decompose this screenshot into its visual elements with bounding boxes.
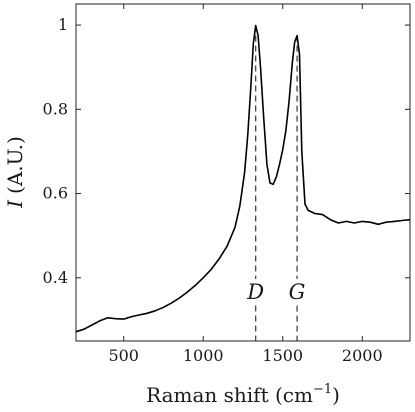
- spectrum-line: [75, 24, 411, 333]
- plot-frame: [75, 3, 411, 342]
- y-axis: 0.4 0.6 0.8 1: [43, 15, 410, 287]
- annotation-label-d: D: [246, 280, 264, 304]
- x-axis-label: Raman shift (cm−1): [146, 382, 340, 407]
- y-tick-label: 0.8: [43, 99, 68, 118]
- series-layer: [75, 24, 411, 333]
- y-tick-label: 1: [58, 15, 68, 34]
- annotation-label-bg: [243, 279, 268, 303]
- annotation-label-bg: [285, 279, 310, 303]
- annotation-label-g: G: [289, 280, 306, 304]
- x-axis: 500 1000 1500 2000: [108, 4, 383, 365]
- x-tick-label: 500: [108, 346, 139, 365]
- y-tick-label: 0.6: [43, 184, 68, 203]
- x-tick-label: 2000: [342, 346, 383, 365]
- y-axis-label: I(A.U.): [3, 136, 27, 209]
- x-tick-label: 1500: [262, 346, 303, 365]
- y-tick-label: 0.4: [43, 268, 68, 287]
- x-tick-label: 1000: [183, 346, 224, 365]
